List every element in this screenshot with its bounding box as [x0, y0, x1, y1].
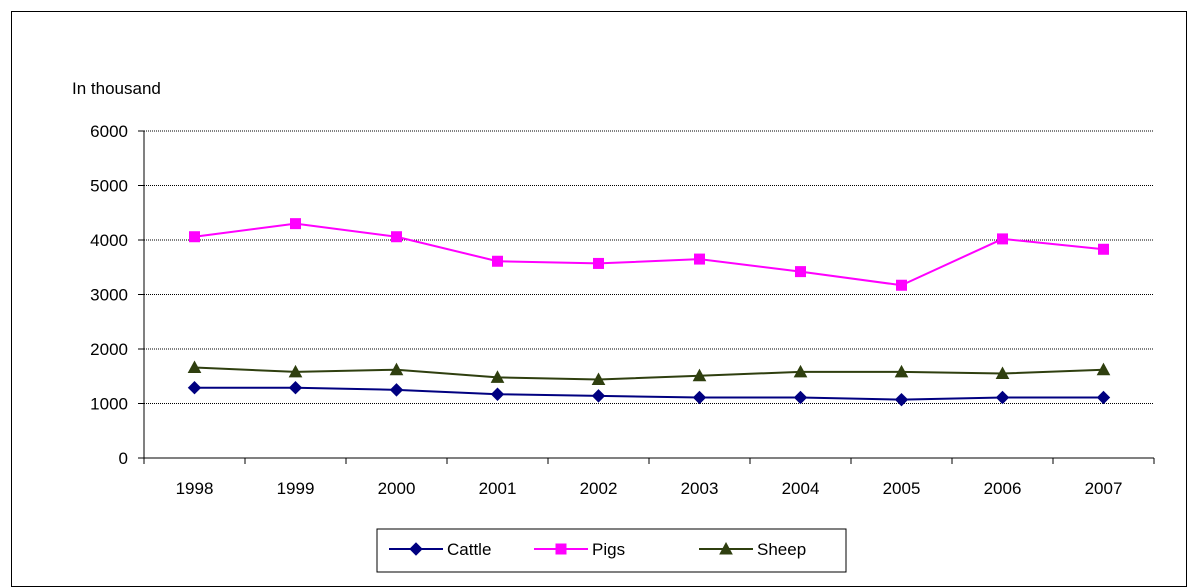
- pigs-point: [896, 279, 907, 291]
- x-tick-label: 2002: [580, 479, 618, 498]
- x-tick-label: 2003: [681, 479, 719, 498]
- y-tick-label: 6000: [90, 122, 128, 141]
- y-axis-label: In thousand: [72, 79, 161, 98]
- legend-label-sheep: Sheep: [757, 540, 806, 559]
- y-tick-label: 2000: [90, 340, 128, 359]
- x-tick-label: 2007: [1085, 479, 1123, 498]
- cattle-point: [793, 390, 808, 405]
- pigs-point: [189, 231, 200, 243]
- cattle-point: [894, 392, 909, 407]
- cattle-point: [187, 380, 202, 395]
- y-tick-label: 5000: [90, 177, 128, 196]
- x-tick-label: 2001: [479, 479, 517, 498]
- y-tick-labels: 0 1000 2000 3000 4000 5000 6000: [90, 122, 128, 468]
- x-tick-label: 2005: [883, 479, 921, 498]
- sheep-point: [793, 364, 808, 378]
- legend-marker-cattle: [409, 542, 423, 556]
- sheep-point: [389, 362, 404, 376]
- pigs-point: [1098, 243, 1109, 255]
- axes: [138, 130, 1155, 464]
- y-tick-label: 0: [119, 449, 128, 468]
- legend-label-cattle: Cattle: [447, 540, 491, 559]
- legend-marker-sheep: [719, 541, 733, 555]
- cattle-point: [1096, 390, 1111, 405]
- sheep-point: [490, 370, 505, 383]
- cattle-point: [591, 389, 606, 403]
- series-line-cattle: [194, 386, 1104, 401]
- x-tick-label: 2006: [984, 479, 1022, 498]
- sheep-point: [894, 364, 909, 378]
- x-tick-label: 2000: [378, 479, 416, 498]
- x-tick-label: 1999: [277, 479, 315, 498]
- series-line-pigs: [194, 222, 1104, 287]
- legend-label-pigs: Pigs: [592, 540, 625, 559]
- sheep-point: [591, 372, 606, 386]
- pigs-point: [290, 218, 301, 230]
- legend-box: [376, 528, 847, 573]
- y-tick-label: 1000: [90, 395, 128, 414]
- pigs-point: [391, 231, 402, 243]
- cattle-point: [389, 383, 404, 397]
- pigs-point: [997, 233, 1008, 245]
- chart-frame: [11, 11, 1187, 587]
- pigs-point: [492, 255, 503, 267]
- cattle-point: [995, 390, 1010, 405]
- cattle-point: [490, 387, 505, 401]
- gridlines: [144, 130, 1154, 404]
- sheep-point: [288, 364, 303, 378]
- y-tick-label: 3000: [90, 286, 128, 305]
- cattle-point: [692, 390, 707, 405]
- series-line-sheep: [194, 366, 1104, 381]
- pigs-point: [593, 257, 604, 269]
- series-group: [187, 218, 1111, 407]
- sheep-point: [995, 366, 1010, 380]
- sheep-point: [187, 360, 202, 374]
- pigs-point: [795, 266, 806, 278]
- cattle-point: [288, 380, 303, 395]
- legend: Cattle Pigs Sheep: [376, 528, 847, 573]
- x-tick-label: 2004: [782, 479, 820, 498]
- x-tick-labels: 1998 1999 2000 2001 2002 2003 2004 2005 2006 2007: [176, 479, 1123, 498]
- sheep-point: [1096, 362, 1111, 376]
- x-tick-label: 1998: [176, 479, 214, 498]
- pigs-point: [694, 253, 705, 265]
- sheep-point: [692, 368, 707, 382]
- legend-marker-pigs: [555, 543, 567, 555]
- y-tick-label: 4000: [90, 231, 128, 250]
